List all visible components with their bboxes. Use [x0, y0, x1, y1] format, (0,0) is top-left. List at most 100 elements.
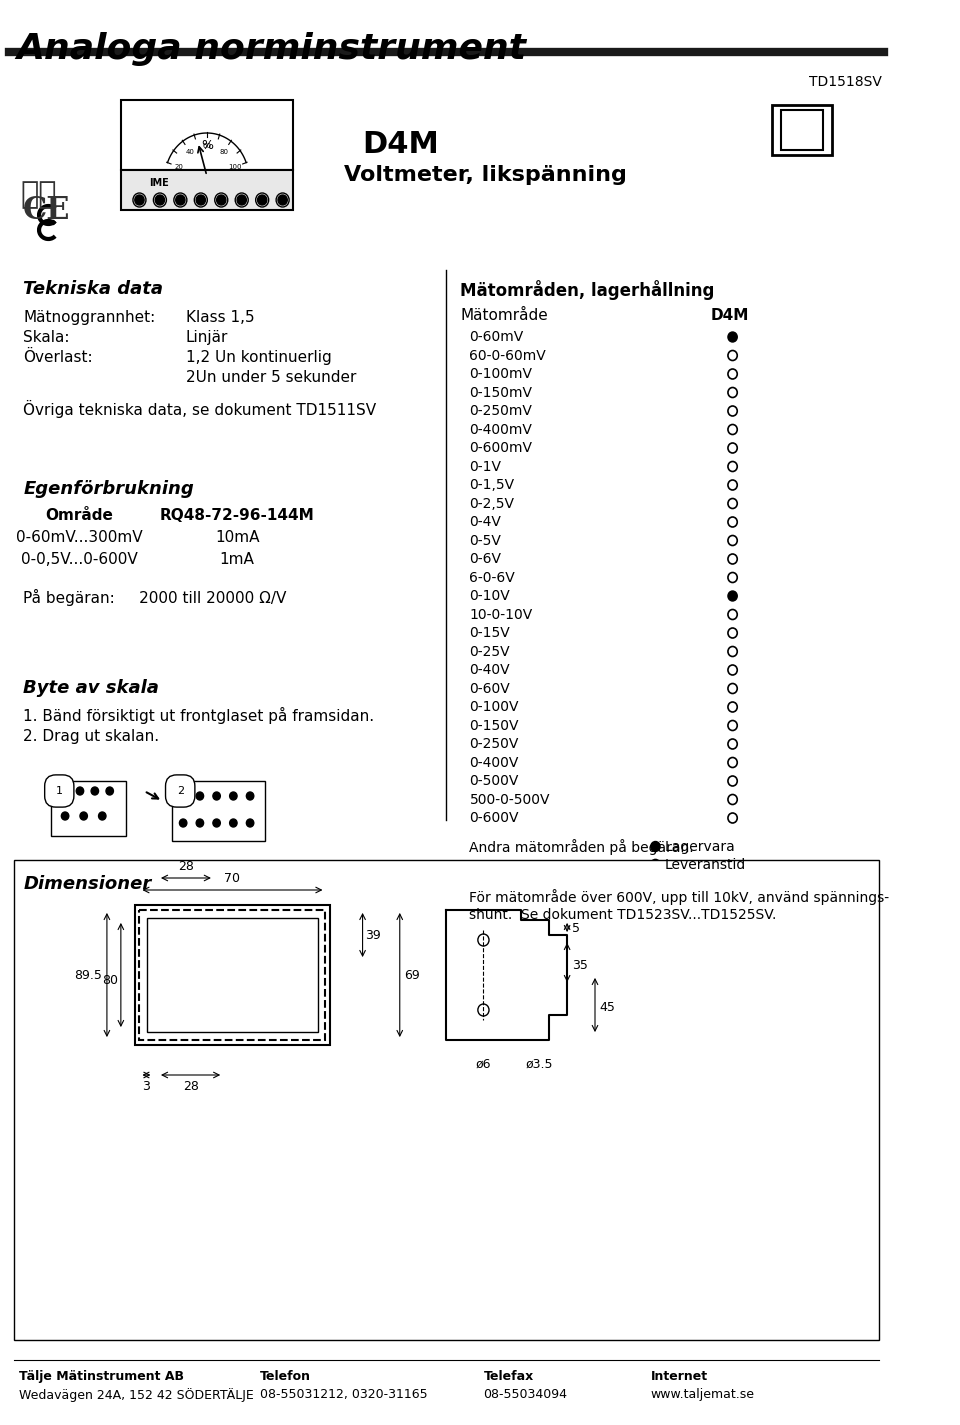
- Text: 2. Drag ut skalan.: 2. Drag ut skalan.: [23, 730, 159, 744]
- Text: 0-25V: 0-25V: [469, 644, 510, 658]
- Text: 28: 28: [182, 1080, 199, 1093]
- Text: 500-0-500V: 500-0-500V: [469, 792, 550, 807]
- Circle shape: [134, 195, 144, 205]
- Text: Telefax: Telefax: [484, 1369, 534, 1384]
- Text: 1,2 Un kontinuerlig: 1,2 Un kontinuerlig: [186, 351, 332, 365]
- Circle shape: [180, 819, 187, 826]
- Bar: [121, 170, 293, 209]
- Text: 35: 35: [572, 959, 588, 972]
- Circle shape: [106, 787, 113, 795]
- Text: 0-250mV: 0-250mV: [469, 405, 533, 418]
- Bar: [780, 110, 823, 150]
- Bar: [121, 100, 293, 170]
- Circle shape: [76, 787, 84, 795]
- Text: Andra mätområden på begäran.: Andra mätområden på begäran.: [469, 839, 694, 855]
- Text: Område: Område: [45, 507, 113, 523]
- Text: Ⓒ⃝: Ⓒ⃝: [20, 180, 57, 209]
- Text: www.taljemat.se: www.taljemat.se: [651, 1388, 755, 1401]
- Text: 0-4V: 0-4V: [469, 514, 501, 529]
- Text: 10-0-10V: 10-0-10V: [469, 607, 533, 621]
- Circle shape: [229, 792, 237, 799]
- Circle shape: [237, 195, 247, 205]
- Text: Tälje Mätinstrument AB: Tälje Mätinstrument AB: [18, 1369, 183, 1384]
- Text: RQ48-72-96-144M: RQ48-72-96-144M: [159, 507, 315, 523]
- Text: 0-2,5V: 0-2,5V: [469, 496, 515, 510]
- Circle shape: [651, 842, 660, 852]
- Bar: [14, 861, 878, 1340]
- Text: 2Un under 5 sekunder: 2Un under 5 sekunder: [186, 370, 356, 385]
- Text: Internet: Internet: [651, 1369, 708, 1384]
- Text: 2: 2: [177, 787, 183, 797]
- Circle shape: [61, 787, 69, 795]
- Bar: [51, 781, 126, 836]
- Text: Mätområden, lagerhållning: Mätområden, lagerhållning: [460, 279, 714, 301]
- Bar: [139, 911, 325, 1040]
- Text: 5: 5: [572, 922, 580, 935]
- Text: 0-10V: 0-10V: [469, 589, 511, 603]
- Circle shape: [99, 812, 106, 819]
- Circle shape: [61, 812, 69, 819]
- Text: Dimensioner: Dimensioner: [23, 875, 152, 893]
- Text: 60-0-60mV: 60-0-60mV: [469, 349, 546, 362]
- Text: 100: 100: [228, 164, 242, 170]
- Text: 0-60V: 0-60V: [469, 681, 511, 695]
- Circle shape: [229, 819, 237, 826]
- Text: %: %: [201, 138, 213, 151]
- Text: 0-1,5V: 0-1,5V: [469, 477, 515, 492]
- Text: D4M: D4M: [363, 130, 440, 160]
- Text: 1. Bänd försiktigt ut frontglaset på framsidan.: 1. Bänd försiktigt ut frontglaset på fra…: [23, 707, 374, 724]
- Circle shape: [180, 792, 187, 799]
- Circle shape: [176, 195, 185, 205]
- Circle shape: [91, 787, 99, 795]
- Text: Lagervara: Lagervara: [664, 839, 735, 854]
- Text: Linjär: Linjär: [186, 331, 228, 345]
- Text: 0-250V: 0-250V: [469, 737, 518, 751]
- Circle shape: [156, 195, 164, 205]
- Text: Leveranstid: Leveranstid: [664, 858, 746, 872]
- Text: 0-15V: 0-15V: [469, 626, 511, 640]
- Text: 6-0-6V: 6-0-6V: [469, 570, 516, 584]
- Circle shape: [247, 819, 253, 826]
- Text: På begäran:     2000 till 20000 Ω/V: På begäran: 2000 till 20000 Ω/V: [23, 589, 287, 606]
- Text: 0-5V: 0-5V: [469, 533, 501, 547]
- Text: 0-60mV: 0-60mV: [469, 331, 524, 343]
- Text: 0-6V: 0-6V: [469, 551, 501, 566]
- Text: Skala:: Skala:: [23, 331, 70, 345]
- Text: För mätområde över 600V, upp till 10kV, använd spännings-
shunt.  Se dokument TD: För mätområde över 600V, upp till 10kV, …: [469, 889, 890, 922]
- Text: 08-55034094: 08-55034094: [484, 1388, 567, 1401]
- Text: 08-55031212, 0320-31165: 08-55031212, 0320-31165: [260, 1388, 428, 1401]
- Circle shape: [213, 792, 221, 799]
- Text: Telefon: Telefon: [260, 1369, 311, 1384]
- Text: Wedavägen 24A, 152 42 SÖDERTÄLJE: Wedavägen 24A, 152 42 SÖDERTÄLJE: [18, 1388, 253, 1402]
- Text: Övriga tekniska data, se dokument TD1511SV: Övriga tekniska data, se dokument TD1511…: [23, 400, 376, 418]
- Circle shape: [728, 591, 737, 601]
- Text: 60: 60: [203, 142, 211, 150]
- Bar: [134, 905, 330, 1045]
- Text: Mätnoggrannhet:: Mätnoggrannhet:: [23, 311, 156, 325]
- Text: 0-40V: 0-40V: [469, 663, 510, 677]
- Text: Överlast:: Överlast:: [23, 351, 93, 365]
- Text: 0-600V: 0-600V: [469, 811, 519, 825]
- Circle shape: [196, 195, 205, 205]
- Text: 0-100mV: 0-100mV: [469, 368, 533, 380]
- Circle shape: [247, 792, 253, 799]
- Text: 1mA: 1mA: [220, 551, 254, 567]
- Circle shape: [728, 332, 737, 342]
- Text: ø6: ø6: [476, 1057, 492, 1072]
- Text: 0-500V: 0-500V: [469, 774, 518, 788]
- Text: 45: 45: [600, 1000, 615, 1013]
- Text: 0-1V: 0-1V: [469, 459, 501, 473]
- Text: 80: 80: [102, 973, 118, 986]
- Text: 69: 69: [404, 969, 420, 982]
- Circle shape: [278, 195, 287, 205]
- Text: 0-150mV: 0-150mV: [469, 386, 533, 399]
- Text: Klass 1,5: Klass 1,5: [186, 311, 254, 325]
- Text: 0-100V: 0-100V: [469, 700, 519, 714]
- Text: 80: 80: [220, 148, 228, 155]
- Bar: [147, 918, 318, 1032]
- Text: 3: 3: [142, 1080, 150, 1093]
- Text: 10mA: 10mA: [215, 530, 259, 544]
- Text: TD1518SV: TD1518SV: [809, 76, 881, 88]
- Text: 70: 70: [225, 872, 240, 885]
- Text: 28: 28: [178, 861, 194, 874]
